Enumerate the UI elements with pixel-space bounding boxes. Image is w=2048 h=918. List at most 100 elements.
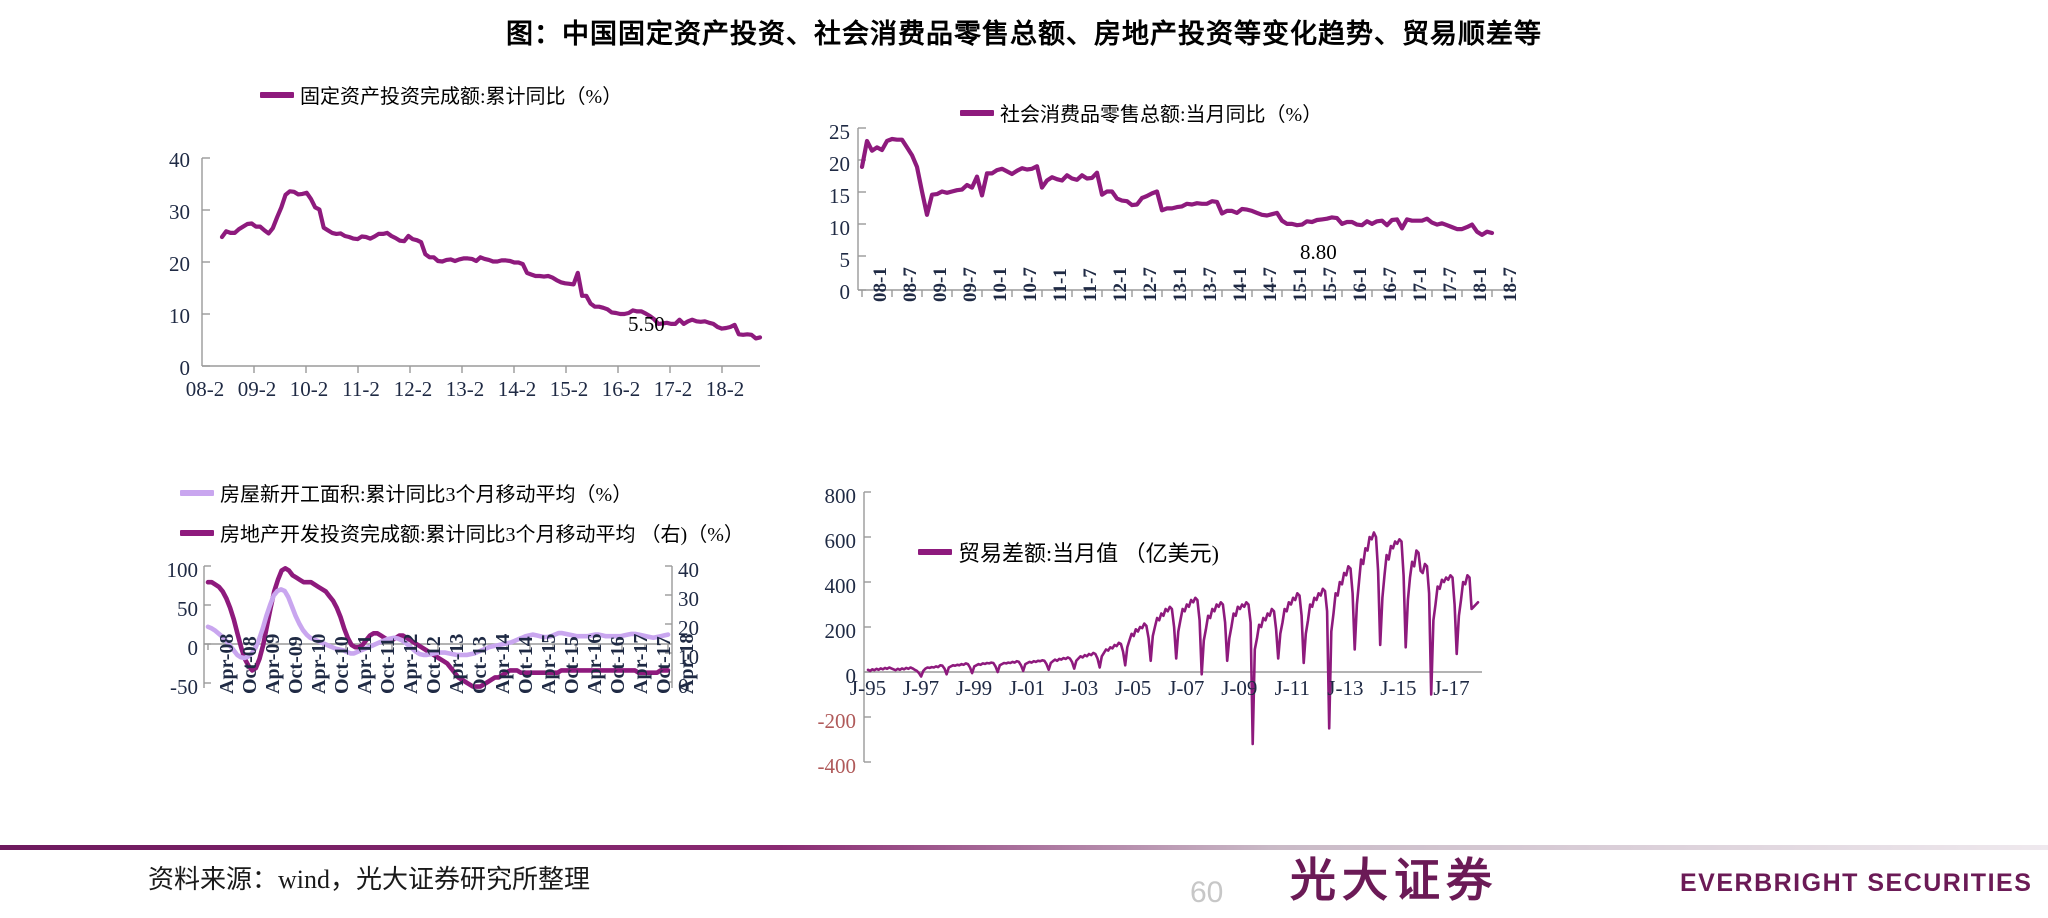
chart-trade-balance: 贸易差额:当月值 （亿美元) 800 600 400 200 0 -200 -4… <box>800 478 1540 878</box>
y2-tick-20: 20 <box>829 152 850 176</box>
chart-3-x-tick-13: Oct-14 <box>515 636 537 694</box>
page-title: 图：中国固定资产投资、社会消费品零售总额、房地产投资等变化趋势、贸易顺差等 <box>506 19 1542 49</box>
chart-2-x-tick-7: 11-7 <box>1080 268 1101 302</box>
x-tick-7: 15-2 <box>549 377 589 401</box>
chart-4-x-tick-5: J-05 <box>1115 676 1152 700</box>
chart-3-x-tick-5: Oct-10 <box>331 636 353 694</box>
y3r-tick-10: 10 <box>678 645 699 669</box>
chart-3-plot <box>203 565 673 689</box>
legend-retail-sales: 社会消费品零售总额:当月同比（%） <box>960 98 1322 127</box>
legend-fixed-asset-investment: 固定资产投资完成额:累计同比（%） <box>260 80 622 109</box>
chart-2-x-tick-3: 09-7 <box>960 267 981 302</box>
chart-3-x-tick-6: Apr-11 <box>354 634 376 694</box>
chart-3-x-tick-17: Oct-16 <box>607 636 629 694</box>
y4-tick-minus400: -400 <box>817 754 857 778</box>
chart-3-x-tick-15: Oct-15 <box>561 636 583 694</box>
chart-1-last-value-label: 5.50 <box>628 312 665 336</box>
legend-label-trade: 贸易差额:当月值 （亿美元) <box>958 541 1219 566</box>
chart-2-x-tick-5: 10-7 <box>1020 267 1041 302</box>
x-tick-2: 10-2 <box>289 377 329 401</box>
y2-tick-0: 0 <box>839 280 851 304</box>
chart-3-x-tick-2: Apr-09 <box>262 633 284 694</box>
chart-2-x-tick-20: 18-1 <box>1470 267 1491 302</box>
chart-real-estate: 房屋新开工面积:累计同比3个月移动平均（%） 房地产开发投资完成额:累计同比3个… <box>150 478 790 918</box>
y2-tick-10: 10 <box>829 216 850 240</box>
chart-4-x-tick-1: J-97 <box>902 676 940 700</box>
chart-2-x-tick-17: 16-7 <box>1380 267 1401 302</box>
chart-3-x-tick-14: Apr-15 <box>538 633 560 694</box>
chart-2-x-tick-6: 11-1 <box>1050 268 1071 302</box>
chart-2-x-tick-13: 14-7 <box>1260 267 1281 302</box>
chart-2-x-tick-8: 12-1 <box>1110 267 1131 302</box>
y4-tick-minus200: -200 <box>817 709 857 733</box>
chart-2-x-tick-4: 10-1 <box>990 267 1011 302</box>
x-tick-5: 13-2 <box>445 377 485 401</box>
chart-2-last-value-label: 8.80 <box>1300 240 1337 264</box>
chart-4-x-tick-3: J-01 <box>1009 676 1046 700</box>
x-tick-10: 18-2 <box>705 377 745 401</box>
chart-2-plot <box>857 127 1516 297</box>
chart-4-x-tick-4: J-03 <box>1062 676 1099 700</box>
chart-2-x-tick-11: 13-7 <box>1200 267 1221 302</box>
chart-fixed-asset-investment: 固定资产投资完成额:累计同比（%） 40 30 20 10 0 5.50 08-… <box>150 72 770 402</box>
y3-tick-50: 50 <box>177 597 198 621</box>
chart-4-x-tick-11: J-17 <box>1433 676 1470 700</box>
chart-2-x-tick-10: 13-1 <box>1170 267 1191 302</box>
y-tick-30: 30 <box>169 200 190 224</box>
chart-3-x-tick-16: Apr-16 <box>584 633 606 694</box>
y3r-tick-0: 0 <box>678 674 689 698</box>
legend-new-starts: 房屋新开工面积:累计同比3个月移动平均（%） <box>180 478 632 507</box>
chart-4-x-tick-9: J-13 <box>1327 676 1364 700</box>
chart-4-x-tick-6: J-07 <box>1168 676 1205 700</box>
chart-3-x-tick-0: Apr-08 <box>216 633 238 694</box>
y4-tick-600: 600 <box>824 529 857 553</box>
footer <box>0 846 2048 918</box>
chart-4-x-tick-8: J-11 <box>1274 676 1310 700</box>
legend-trade-balance: 贸易差额:当月值 （亿美元) <box>918 536 1219 568</box>
chart-3-x-tick-19: Oct-17 <box>653 636 675 694</box>
x-tick-1: 09-2 <box>237 377 277 401</box>
y-tick-0: 0 <box>179 356 191 380</box>
chart-2-x-tick-15: 15-7 <box>1320 267 1341 302</box>
x-tick-9: 17-2 <box>653 377 693 401</box>
y2-tick-5: 5 <box>839 248 851 272</box>
y3r-tick-40: 40 <box>678 558 699 582</box>
x-tick-6: 14-2 <box>497 377 537 401</box>
legend-swatch-fixed-asset <box>260 91 294 98</box>
y4-tick-800: 800 <box>824 484 857 508</box>
y3r-tick-20: 20 <box>678 616 699 640</box>
chart-3-x-tick-12: Apr-14 <box>492 633 514 694</box>
y4-tick-0: 0 <box>845 664 857 688</box>
chart-2-x-tick-1: 08-7 <box>900 267 921 302</box>
chart-2-x-tick-9: 12-7 <box>1140 267 1161 302</box>
y-tick-20: 20 <box>169 252 190 276</box>
chart-2-x-tick-21: 18-7 <box>1500 267 1521 302</box>
brand-logo-cn: 光大证券 <box>1290 855 1498 906</box>
y-tick-40: 40 <box>169 148 190 172</box>
y2-tick-25: 25 <box>829 120 850 144</box>
legend-swatch-dev-investment <box>180 529 214 536</box>
y4-tick-200: 200 <box>824 619 857 643</box>
legend-swatch-new-starts <box>180 489 214 496</box>
chart-2-x-tick-0: 08-1 <box>870 267 891 302</box>
y4-tick-400: 400 <box>824 574 857 598</box>
chart-3-x-tick-20: Apr-18 <box>676 633 698 694</box>
chart-4-x-tick-0: J-95 <box>849 676 887 700</box>
chart-4-x-tick-7: J-09 <box>1221 676 1258 700</box>
x-tick-3: 11-2 <box>342 377 380 401</box>
page-number: 60 <box>1190 876 1224 909</box>
chart-2-x-tick-14: 15-1 <box>1290 267 1311 302</box>
legend-label-retail: 社会消费品零售总额:当月同比（%） <box>1000 104 1323 126</box>
y2-tick-15: 15 <box>829 184 850 208</box>
legend-dev-investment: 房地产开发投资完成额:累计同比3个月移动平均 （右)（%） <box>180 518 744 547</box>
x-tick-4: 12-2 <box>393 377 433 401</box>
y-tick-10: 10 <box>169 304 190 328</box>
y3-tick-100: 100 <box>166 558 199 582</box>
chart-3-x-tick-11: Oct-13 <box>469 636 491 694</box>
chart-2-x-tick-19: 17-7 <box>1440 267 1461 302</box>
chart-1-plot <box>201 157 763 373</box>
legend-label-new-starts: 房屋新开工面积:累计同比3个月移动平均（%） <box>220 484 633 506</box>
chart-3-x-tick-8: Apr-12 <box>400 633 422 694</box>
chart-3-x-tick-9: Oct-12 <box>423 636 445 694</box>
chart-4-x-tick-2: J-99 <box>956 676 993 700</box>
